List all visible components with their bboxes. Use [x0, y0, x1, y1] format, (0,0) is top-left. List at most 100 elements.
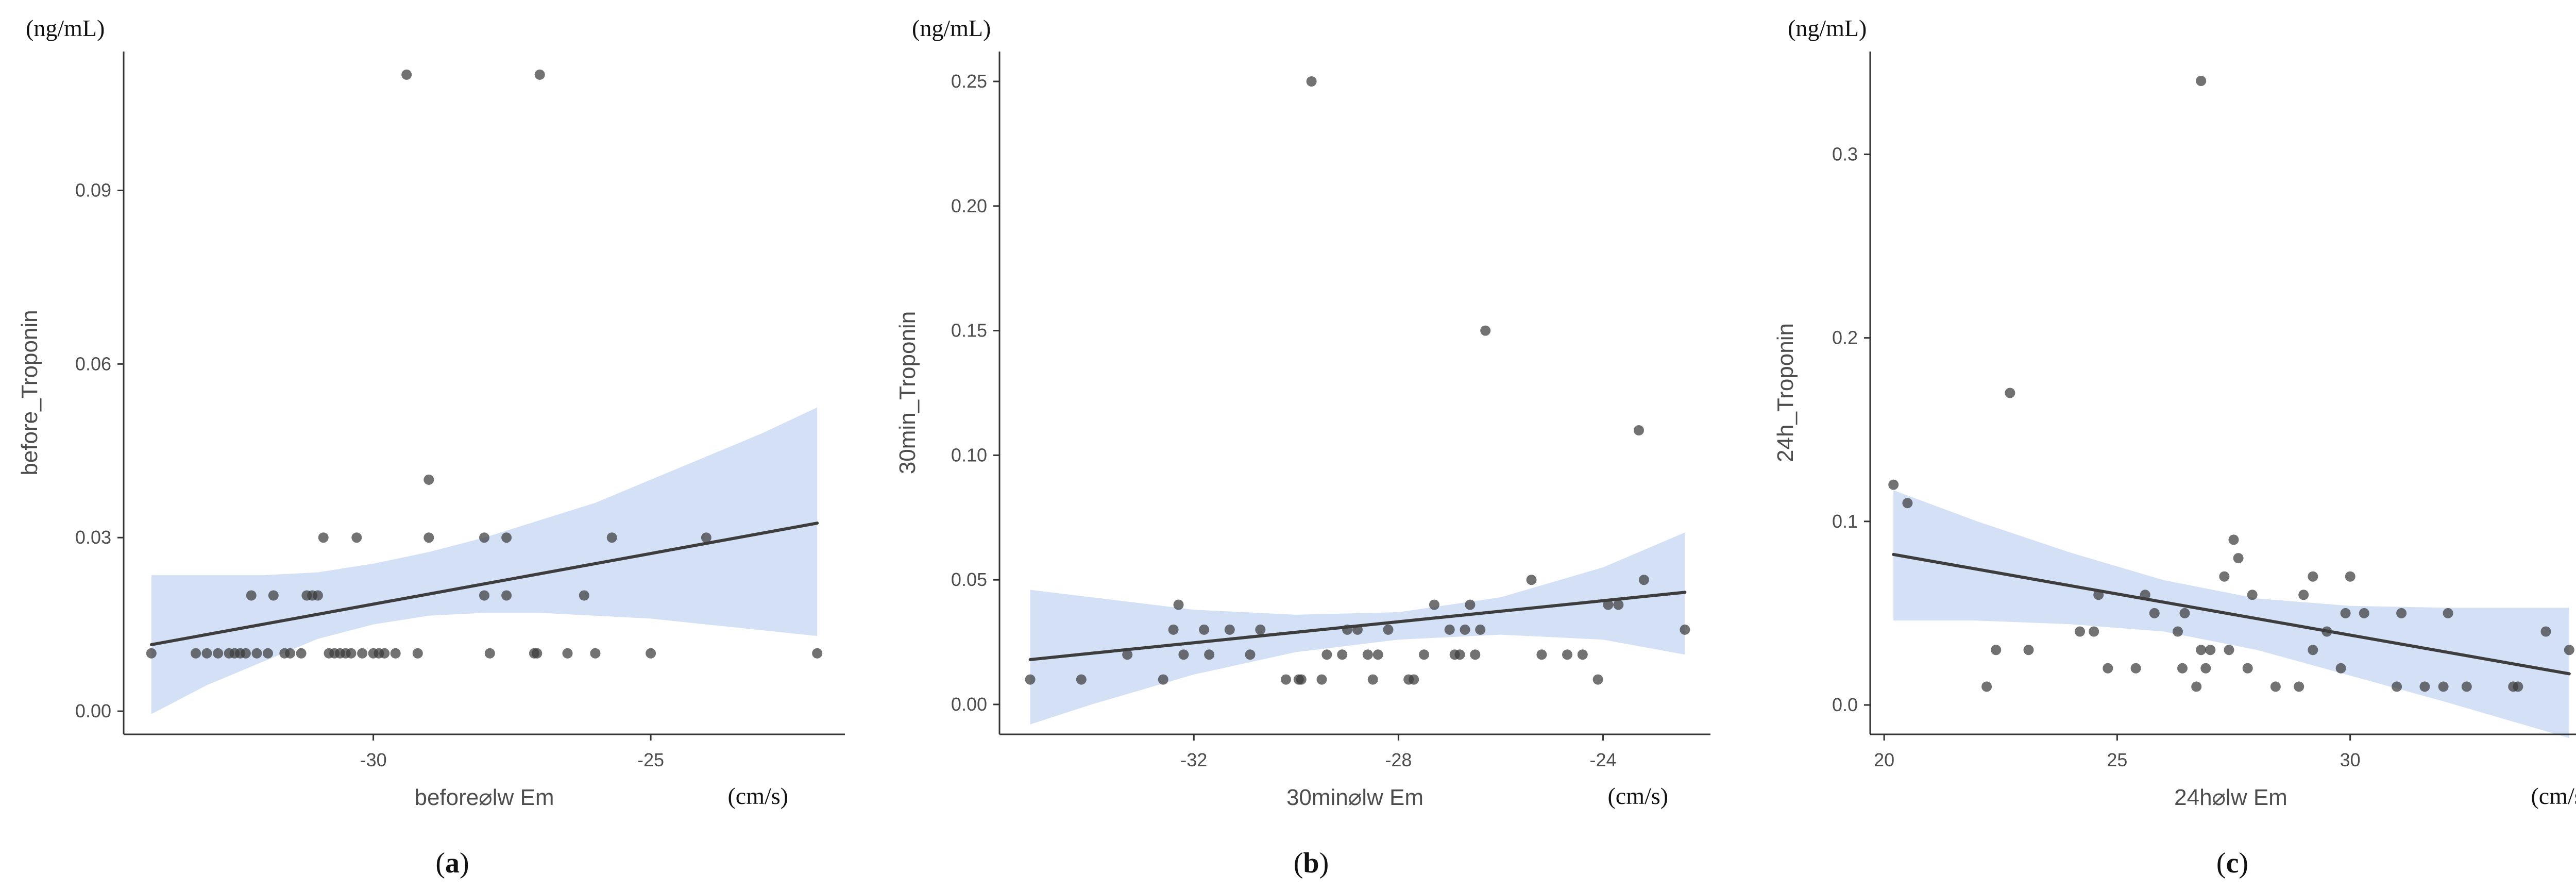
data-point: [312, 590, 323, 601]
data-point: [2196, 645, 2207, 655]
data-point: [1429, 599, 1439, 610]
panel-caption: (a): [435, 847, 469, 879]
data-point: [812, 648, 823, 659]
data-point: [1306, 76, 1317, 87]
data-point: [146, 648, 157, 659]
data-point: [1199, 624, 1210, 635]
data-point: [1460, 624, 1470, 635]
data-point: [263, 648, 273, 659]
data-point: [191, 648, 201, 659]
data-point: [285, 648, 296, 659]
data-point: [1888, 479, 1899, 490]
data-point: [2564, 645, 2574, 655]
data-point: [351, 532, 362, 543]
x-tick-label: -28: [1385, 749, 1412, 770]
data-point: [562, 648, 573, 659]
data-point: [1158, 674, 1168, 685]
data-point: [2023, 645, 2034, 655]
confidence-band: [151, 407, 818, 714]
x-axis-title: 24h⌀lw Em: [2174, 785, 2287, 810]
data-point: [1204, 649, 1215, 660]
data-point: [2419, 681, 2430, 692]
data-point: [2335, 663, 2346, 674]
data-point: [1480, 325, 1491, 336]
y-tick-label: 0.0: [1832, 694, 1858, 715]
data-point: [1168, 624, 1179, 635]
data-point: [2438, 681, 2449, 692]
data-point: [1465, 599, 1476, 610]
data-point: [2200, 663, 2211, 674]
panel-b: 0.00 0.05 0.10 0.15 0.20 0.25 -32 -28 -24 30min⌀l…: [895, 15, 1710, 879]
data-point: [268, 590, 279, 601]
data-point: [2345, 571, 2355, 582]
y-unit-label: (ng/mL): [26, 15, 105, 41]
data-point: [606, 532, 617, 543]
data-point: [2294, 681, 2304, 692]
data-point: [318, 532, 329, 543]
data-point: [1296, 674, 1307, 685]
x-axis-title: before⌀lw Em: [414, 785, 554, 810]
x-tick-label: -32: [1180, 749, 1207, 770]
data-point: [1337, 649, 1348, 660]
data-point: [401, 69, 412, 80]
data-point: [2196, 76, 2207, 86]
data-point: [251, 648, 262, 659]
y-tick-label: 0.15: [951, 320, 987, 341]
x-tick-label: -24: [1589, 749, 1616, 770]
data-point: [346, 648, 357, 659]
data-point: [390, 648, 401, 659]
y-tick-label: 0.10: [951, 444, 987, 465]
panel-caption: (b): [1294, 847, 1329, 879]
data-point: [1444, 624, 1455, 635]
data-point: [2224, 645, 2234, 655]
y-tick-label: 0.1: [1832, 511, 1858, 532]
data-point: [412, 648, 423, 659]
x-tick-label: 30: [2340, 749, 2361, 770]
data-point: [423, 532, 434, 543]
data-point: [501, 532, 512, 543]
data-point: [1991, 645, 2002, 655]
data-point: [2340, 608, 2351, 618]
data-point: [1316, 674, 1327, 685]
data-point: [1470, 649, 1481, 660]
panel-caption: (c): [2216, 847, 2248, 879]
data-point: [2513, 681, 2523, 692]
x-unit-label: (cm/s): [727, 783, 788, 809]
data-point: [1536, 649, 1547, 660]
y-unit-label: (ng/mL): [912, 15, 991, 41]
y-axis-title: 24h_Troponin: [1773, 323, 1798, 462]
data-point: [2443, 608, 2453, 618]
data-point: [1255, 624, 1266, 635]
data-point: [1245, 649, 1256, 660]
data-point: [2392, 681, 2402, 692]
x-unit-label: (cm/s): [2531, 783, 2576, 809]
data-point: [379, 648, 390, 659]
data-point: [2396, 608, 2407, 618]
regression-line: [149, 522, 819, 646]
data-point: [1902, 498, 1913, 509]
y-tick-label: 0.25: [951, 71, 987, 92]
data-point: [1592, 674, 1603, 685]
data-point: [1367, 674, 1378, 685]
data-point: [646, 648, 656, 659]
data-point: [532, 648, 543, 659]
data-point: [1076, 674, 1087, 685]
y-tick-label: 0.00: [951, 694, 987, 715]
y-tick-label: 0.20: [951, 195, 987, 216]
data-point: [1562, 649, 1572, 660]
regression-line: [1892, 552, 2571, 676]
data-point: [1680, 624, 1690, 635]
x-unit-label: (cm/s): [1607, 783, 1668, 809]
y-tick-label: 0.3: [1832, 143, 1858, 164]
data-point: [1173, 599, 1184, 610]
data-point: [2461, 681, 2472, 692]
x-tick-label: -30: [360, 749, 387, 770]
data-point: [1634, 425, 1644, 435]
data-point: [1454, 649, 1465, 660]
data-point: [423, 474, 434, 485]
x-tick-label: -25: [637, 749, 664, 770]
panel-a: 0.00 0.03 0.06 0.09 -30 -25 before⌀lw Em before…: [17, 15, 845, 879]
data-point: [2149, 608, 2160, 618]
data-point: [2308, 571, 2318, 582]
x-tick-label: 25: [2107, 749, 2127, 770]
